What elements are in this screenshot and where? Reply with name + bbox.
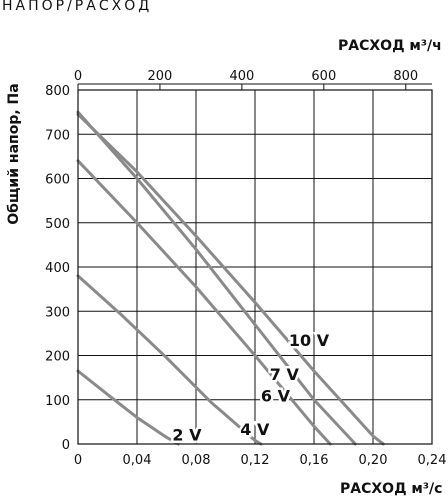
y-tick-label: 0: [62, 438, 70, 453]
x-top-tick-label: 200: [148, 69, 173, 84]
x-bottom-tick-label: 0,20: [359, 453, 388, 468]
x-bottom-tick-label: 0,12: [241, 453, 270, 468]
series-label-4v: 4 V: [240, 420, 270, 439]
curve-4v: [76, 274, 263, 446]
y-tick-label: 800: [45, 84, 70, 99]
x-bottom-tick-label: 0,24: [418, 453, 447, 468]
bottom-axis-title: РАСХОД м³/с: [340, 481, 443, 497]
x-bottom-tick-label: 0,16: [300, 453, 329, 468]
chart-title: НАПОР/РАСХОД: [2, 0, 153, 14]
x-bottom-tick-label: 0: [74, 453, 82, 468]
y-tick-label: 500: [45, 217, 70, 232]
x-top-tick-label: 800: [393, 69, 418, 84]
y-tick-label: 700: [45, 128, 70, 143]
series-label-6v: 6 V: [261, 387, 291, 406]
x-top-tick-label: 600: [311, 69, 336, 84]
top-axis-title: РАСХОД м³/ч: [338, 38, 442, 54]
curve-7v: [76, 110, 357, 446]
curve-10v: [76, 112, 385, 446]
x-top-tick-label: 400: [229, 69, 254, 84]
curve-6v: [76, 159, 332, 446]
plot-frame: [77, 89, 433, 445]
x-top-tick-label: 0: [74, 69, 82, 84]
y-tick-label: 100: [45, 394, 70, 409]
y-tick-label: 300: [45, 305, 70, 320]
series-label-10v: 10 V: [289, 331, 330, 350]
y-tick-label: 600: [45, 173, 70, 188]
series-label-7v: 7 V: [270, 365, 300, 384]
y-tick-label: 400: [45, 261, 70, 276]
x-bottom-tick-label: 0,08: [182, 453, 211, 468]
curve-2v: [76, 369, 180, 446]
y-tick-label: 200: [45, 350, 70, 365]
x-bottom-tick-label: 0,04: [123, 453, 152, 468]
series-label-2v: 2 V: [172, 425, 202, 444]
